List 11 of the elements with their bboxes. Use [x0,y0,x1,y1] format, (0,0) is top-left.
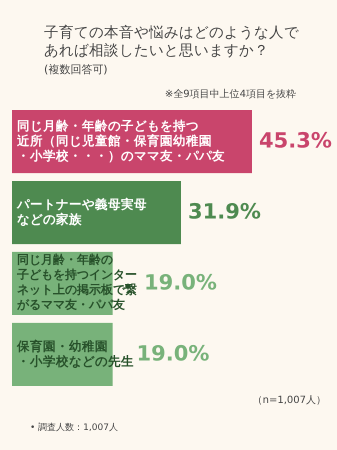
data-label: 19.0% [144,270,217,294]
data-label: 45.3% [259,128,332,153]
data-label: 19.0% [136,341,210,366]
text: （n=1,007人） [252,395,326,406]
y-tick-label: パートナーや義母実母などの家族 [16,196,147,227]
data-label: 31.9% [188,200,261,224]
text: ※全9項目中上位4項目を抜粋 [164,88,296,100]
text: • 調査人数：1,007人 [30,422,118,433]
chart-subtitle: (複数回答可) [44,63,108,76]
y-tick-label: 同じ月齢・年齢の子どもを持つ近所（同じ児童館・保育園幼稚園・小学校・・・）のママ友・パパ友 [16,118,225,164]
chart-title: 子育ての本音や悩みはどのような人であれば相談したいと思いますか？ [44,24,300,59]
